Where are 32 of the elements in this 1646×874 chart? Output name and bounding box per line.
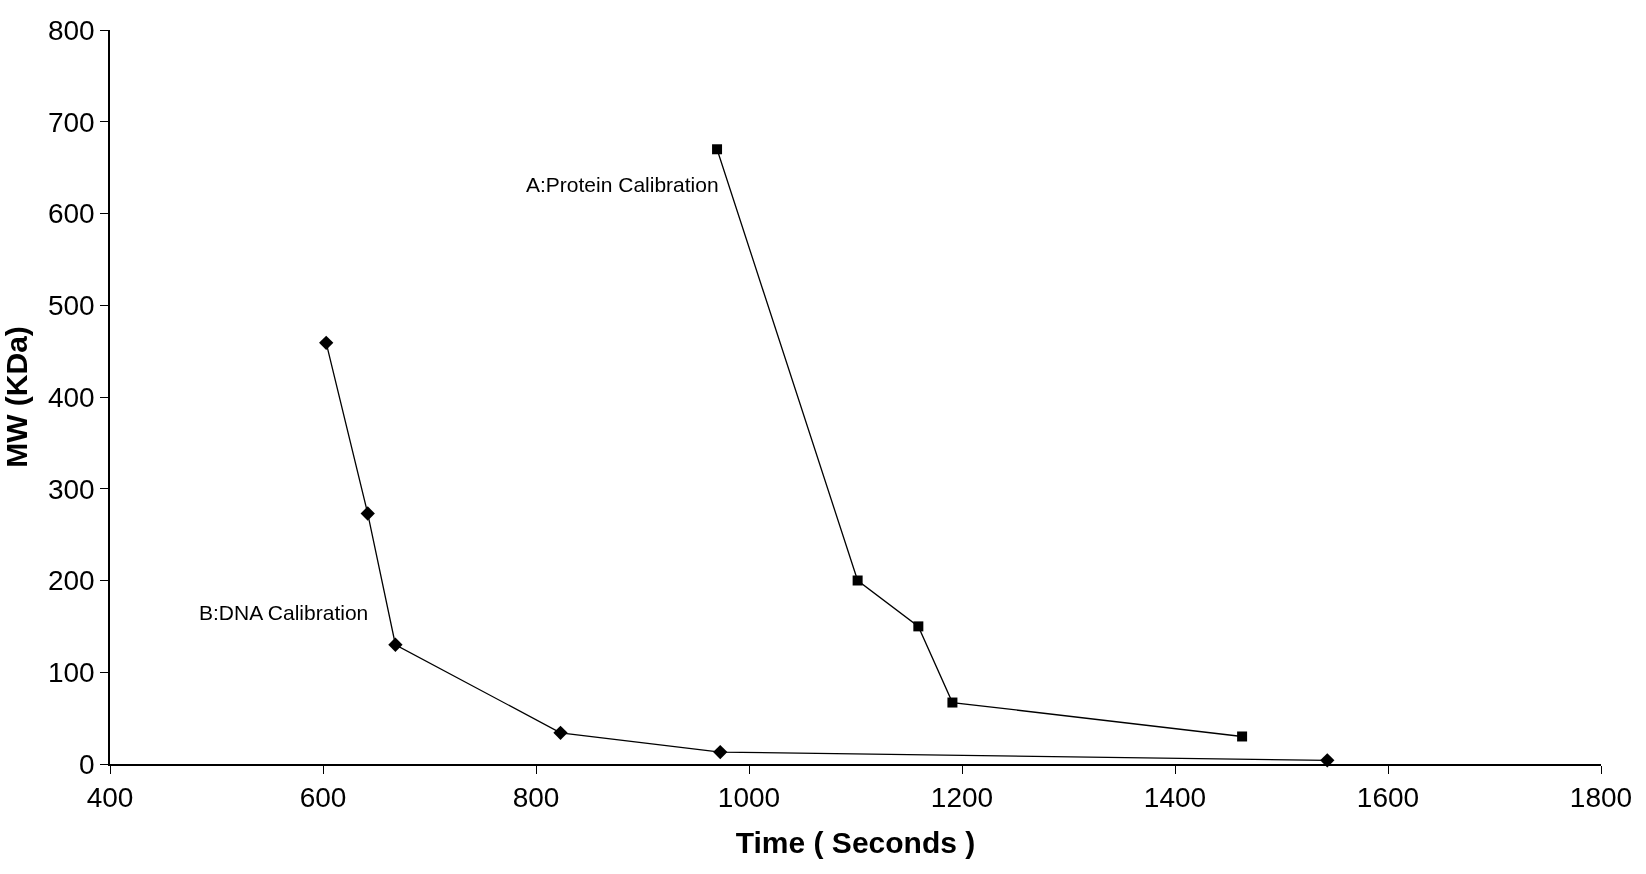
point (1237, 731, 1248, 742)
y-tick-label: 100 (47, 657, 95, 689)
x-tick-label: 400 (86, 782, 134, 814)
series-label: A:Protein Calibration (526, 173, 719, 196)
point (319, 335, 334, 351)
y-tick-label: 200 (47, 565, 95, 597)
point (388, 637, 403, 652)
y-tick-label: 700 (47, 106, 95, 138)
x-tick-label: 1000 (717, 782, 781, 814)
point (553, 725, 568, 740)
point (713, 744, 728, 760)
x-tick-label: 1200 (930, 782, 994, 814)
x-axis-title: Time ( Seconds ) (735, 826, 976, 860)
x-tick-label: 800 (512, 782, 560, 814)
x-tick-label: 600 (299, 782, 347, 814)
y-tick-label: 800 (47, 14, 95, 46)
y-tick-label: 500 (47, 290, 95, 322)
y-axis-title: MW (KDa) (0, 326, 33, 468)
point (1320, 753, 1335, 768)
point (360, 506, 375, 521)
point (947, 697, 958, 708)
y-tick-label: 400 (47, 381, 95, 413)
y-tick-label: 300 (47, 473, 95, 505)
y-tick-label: 600 (47, 198, 95, 230)
point (913, 621, 924, 632)
point (712, 144, 723, 155)
x-tick-label: 1800 (1569, 782, 1633, 814)
series-label: B:DNA Calibration (199, 601, 369, 624)
y-tick-label: 0 (79, 748, 95, 780)
x-tick-label: 1600 (1356, 782, 1420, 814)
x-tick-label: 1400 (1143, 782, 1207, 814)
point (852, 575, 863, 586)
